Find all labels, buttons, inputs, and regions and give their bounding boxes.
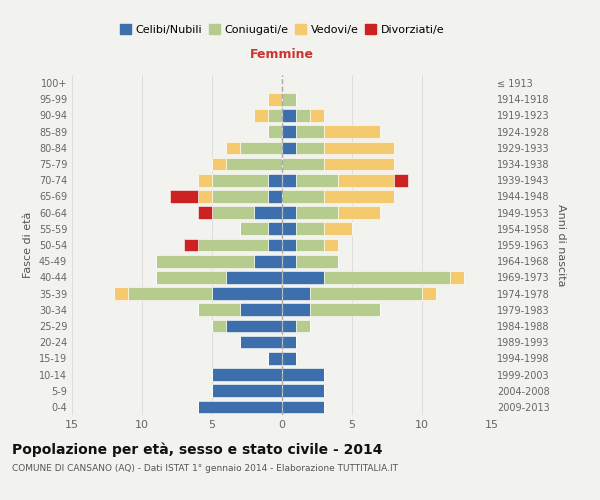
Text: Popolazione per età, sesso e stato civile - 2014: Popolazione per età, sesso e stato civil… [12, 442, 383, 457]
Bar [324, 238, 338, 252]
Bar [324, 158, 394, 170]
Bar [282, 320, 296, 332]
Bar [212, 288, 282, 300]
Bar [212, 368, 282, 381]
Y-axis label: Fasce di età: Fasce di età [23, 212, 33, 278]
Bar [268, 222, 282, 235]
Bar [212, 174, 268, 186]
Bar [296, 206, 338, 219]
Bar [282, 126, 296, 138]
Bar [198, 206, 212, 219]
Bar [184, 238, 198, 252]
Bar [296, 320, 310, 332]
Bar [282, 352, 296, 364]
Bar [282, 336, 296, 348]
Bar [282, 190, 324, 202]
Bar [282, 206, 296, 219]
Bar [296, 174, 338, 186]
Bar [282, 271, 324, 283]
Bar [128, 288, 212, 300]
Bar [268, 126, 282, 138]
Bar [226, 142, 240, 154]
Bar [282, 222, 296, 235]
Bar [212, 384, 282, 397]
Bar [422, 288, 436, 300]
Bar [282, 384, 324, 397]
Bar [268, 109, 282, 122]
Bar [198, 304, 240, 316]
Bar [156, 271, 226, 283]
Bar [324, 271, 450, 283]
Text: COMUNE DI CANSANO (AQ) - Dati ISTAT 1° gennaio 2014 - Elaborazione TUTTITALIA.IT: COMUNE DI CANSANO (AQ) - Dati ISTAT 1° g… [12, 464, 398, 473]
Bar [310, 304, 380, 316]
Bar [338, 206, 380, 219]
Bar [296, 109, 310, 122]
Bar [282, 158, 324, 170]
Bar [170, 190, 198, 202]
Bar [226, 271, 282, 283]
Bar [296, 126, 324, 138]
Bar [282, 288, 310, 300]
Bar [212, 158, 226, 170]
Text: Femmine: Femmine [250, 48, 314, 62]
Bar [254, 109, 268, 122]
Bar [268, 238, 282, 252]
Bar [240, 142, 282, 154]
Bar [226, 320, 282, 332]
Bar [324, 126, 380, 138]
Bar [268, 190, 282, 202]
Bar [324, 222, 352, 235]
Bar [338, 174, 394, 186]
Bar [226, 158, 282, 170]
Bar [198, 400, 282, 413]
Bar [296, 255, 338, 268]
Bar [254, 255, 282, 268]
Bar [296, 222, 324, 235]
Bar [268, 174, 282, 186]
Bar [212, 206, 254, 219]
Y-axis label: Anni di nascita: Anni di nascita [556, 204, 566, 286]
Bar [282, 142, 296, 154]
Bar [282, 238, 296, 252]
Bar [240, 222, 268, 235]
Bar [282, 400, 324, 413]
Bar [282, 304, 310, 316]
Bar [296, 142, 324, 154]
Bar [114, 288, 128, 300]
Bar [310, 288, 422, 300]
Bar [268, 93, 282, 106]
Bar [240, 304, 282, 316]
Legend: Celibi/Nubili, Coniugati/e, Vedovi/e, Divorziati/e: Celibi/Nubili, Coniugati/e, Vedovi/e, Di… [115, 20, 449, 39]
Bar [198, 174, 212, 186]
Bar [324, 190, 394, 202]
Bar [394, 174, 408, 186]
Bar [212, 320, 226, 332]
Bar [282, 174, 296, 186]
Bar [282, 368, 324, 381]
Bar [282, 93, 296, 106]
Bar [282, 109, 296, 122]
Bar [450, 271, 464, 283]
Bar [310, 109, 324, 122]
Bar [268, 352, 282, 364]
Bar [254, 206, 282, 219]
Bar [212, 190, 268, 202]
Bar [156, 255, 254, 268]
Bar [240, 336, 282, 348]
Bar [282, 255, 296, 268]
Bar [198, 238, 268, 252]
Bar [198, 190, 212, 202]
Bar [324, 142, 394, 154]
Bar [296, 238, 324, 252]
